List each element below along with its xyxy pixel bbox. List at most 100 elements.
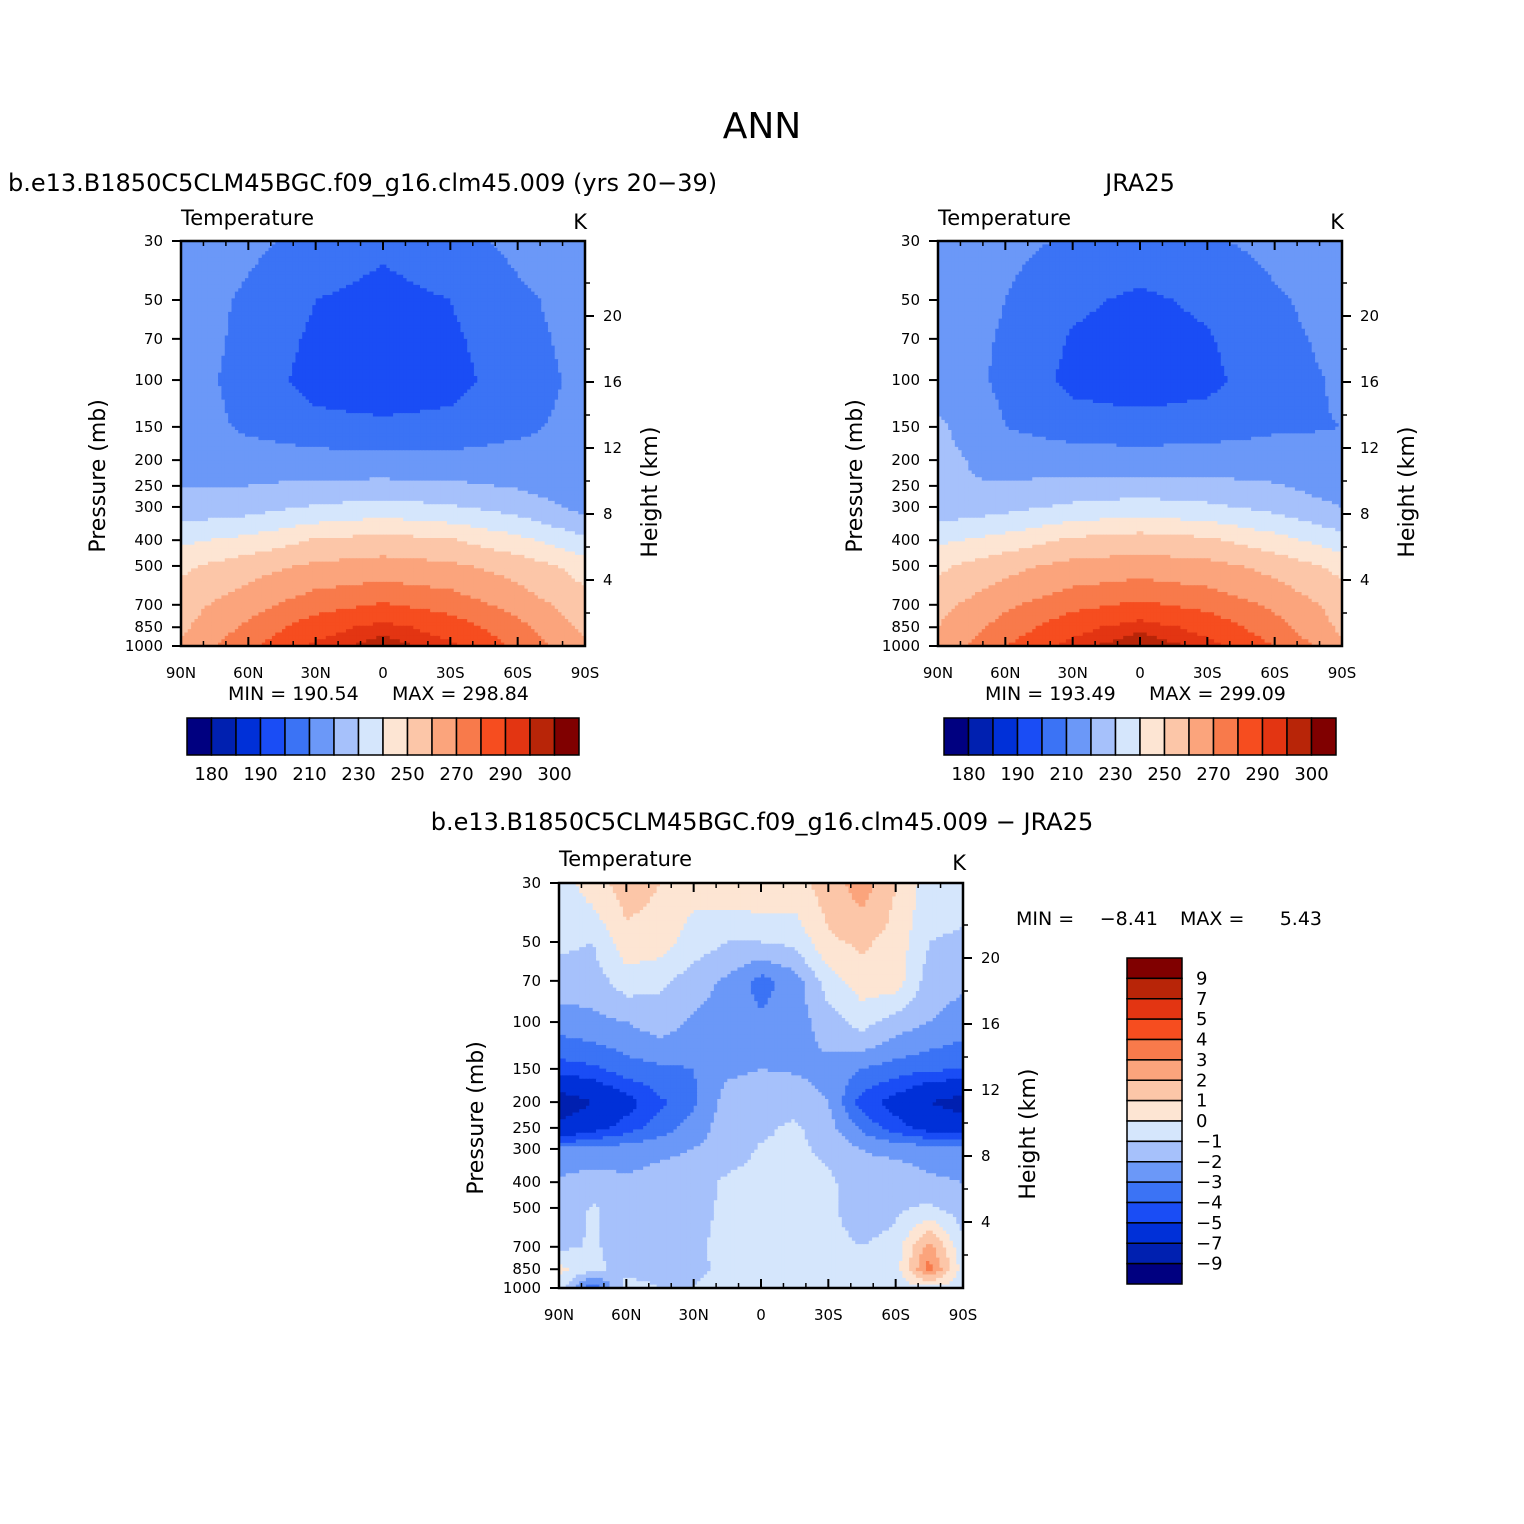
contour-cell <box>497 257 502 262</box>
contour-cell <box>578 247 583 252</box>
contour-cell <box>271 261 276 266</box>
contour-cell <box>191 241 196 245</box>
contour-cell <box>430 264 435 269</box>
contour-cell <box>224 244 229 249</box>
contour-cell <box>450 261 455 266</box>
contour-cell <box>446 247 451 252</box>
contour-cell <box>234 241 239 245</box>
contour-cell <box>551 264 556 269</box>
contour-cell <box>443 257 448 262</box>
contour-cell <box>561 274 566 279</box>
contour-cell <box>463 254 468 259</box>
contour-cell <box>399 254 404 259</box>
contour-cell <box>544 254 549 259</box>
contour-cell <box>514 268 519 272</box>
contour-cell <box>558 261 563 266</box>
contour-cell <box>379 251 384 256</box>
contour-cell <box>362 261 367 266</box>
contour-cell <box>197 254 202 259</box>
contour-cell <box>251 271 256 276</box>
contour-cell <box>426 271 431 276</box>
contour-cell <box>564 251 569 256</box>
contour-cell <box>218 244 222 249</box>
contour-cell <box>352 264 357 269</box>
contour-cell <box>231 254 236 259</box>
contour-cell <box>544 257 549 262</box>
contour-cell <box>393 241 398 245</box>
contour-cell <box>278 241 283 245</box>
contour-cell <box>574 261 579 266</box>
contour-cell <box>416 254 421 259</box>
contour-cell <box>352 254 357 259</box>
contour-cell <box>487 247 492 252</box>
contour-cell <box>325 271 330 276</box>
contour-cell <box>207 268 212 272</box>
contour-cell <box>268 268 273 272</box>
contour-cell <box>241 241 246 245</box>
contour-cell <box>207 251 212 256</box>
contour-cell <box>302 241 307 245</box>
contour-cell <box>325 274 330 279</box>
contour-cell <box>366 261 371 266</box>
contour-cell <box>184 274 189 279</box>
contour-cell <box>211 251 216 256</box>
contour-cell <box>497 247 502 252</box>
contour-cell <box>568 261 573 266</box>
contour-cell <box>440 271 445 276</box>
contour-cell <box>339 241 344 245</box>
contour-cell <box>507 257 512 262</box>
contour-cell <box>430 268 435 272</box>
contour-cell <box>359 271 364 276</box>
contour-cell <box>359 257 364 262</box>
contour-cell <box>265 241 270 245</box>
contour-cell <box>574 271 579 276</box>
contour-cell <box>187 268 192 272</box>
contour-cell <box>517 264 522 269</box>
contour-cell <box>484 261 488 266</box>
contour-cell <box>389 254 394 259</box>
contour-cell <box>369 251 374 256</box>
contour-cell <box>251 241 256 245</box>
contour-cell <box>446 274 451 279</box>
contour-cell <box>403 254 408 259</box>
contour-cell <box>238 271 243 276</box>
contour-cell <box>450 244 455 249</box>
contour-cell <box>251 274 256 279</box>
contour-cell <box>544 268 549 272</box>
contour-cell <box>194 278 199 283</box>
contour-cell <box>234 271 239 276</box>
contour-cell <box>561 247 566 252</box>
contour-cell <box>514 241 519 245</box>
contour-cell <box>268 271 273 276</box>
contour-cell <box>446 261 451 266</box>
contour-cell <box>558 264 563 269</box>
contour-cell <box>514 264 519 269</box>
contour-cell <box>295 278 300 283</box>
contour-cell <box>359 254 364 259</box>
contour-cell <box>510 254 515 259</box>
contour-cell <box>275 261 280 266</box>
contour-cell <box>362 271 367 276</box>
contour-cell <box>504 264 509 269</box>
contour-cell <box>288 244 293 249</box>
contour-cell <box>480 241 485 245</box>
contour-cell <box>541 274 546 279</box>
contour-cell <box>319 257 323 262</box>
contour-cell <box>423 261 428 266</box>
contour-cell <box>514 251 519 256</box>
contour-cell <box>450 254 455 259</box>
contour-cell <box>275 274 280 279</box>
contour-cell <box>409 254 414 259</box>
contour-cell <box>322 241 327 245</box>
contour-cell <box>228 264 233 269</box>
contour-cell <box>416 271 421 276</box>
contour-cell <box>467 264 472 269</box>
contour-cell <box>460 254 465 259</box>
contour-cell <box>335 264 340 269</box>
contour-cell <box>480 268 485 272</box>
contour-cell <box>184 251 189 256</box>
contour-cell <box>433 271 438 276</box>
contour-cell <box>369 264 374 269</box>
contour-cell <box>413 244 418 249</box>
